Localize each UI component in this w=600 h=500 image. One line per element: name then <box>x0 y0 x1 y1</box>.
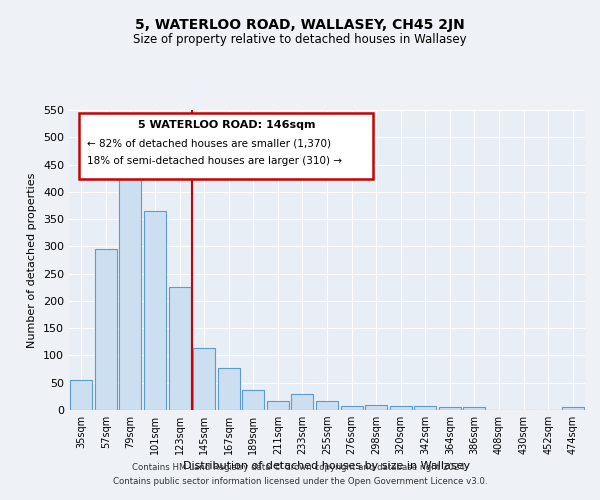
X-axis label: Distribution of detached houses by size in Wallasey: Distribution of detached houses by size … <box>184 462 470 471</box>
Bar <box>242 390 265 410</box>
Bar <box>267 400 289 410</box>
Bar <box>463 408 485 410</box>
Y-axis label: Number of detached properties: Number of detached properties <box>28 172 37 348</box>
Text: Contains public sector information licensed under the Open Government Licence v3: Contains public sector information licen… <box>113 477 487 486</box>
Bar <box>70 380 92 410</box>
Text: 18% of semi-detached houses are larger (310) →: 18% of semi-detached houses are larger (… <box>87 156 342 166</box>
Bar <box>193 348 215 410</box>
Bar <box>169 288 191 410</box>
Text: 5, WATERLOO ROAD, WALLASEY, CH45 2JN: 5, WATERLOO ROAD, WALLASEY, CH45 2JN <box>135 18 465 32</box>
Bar <box>316 402 338 410</box>
Bar <box>95 249 117 410</box>
Bar <box>218 368 240 410</box>
Bar <box>119 176 142 410</box>
Text: 5 WATERLOO ROAD: 146sqm: 5 WATERLOO ROAD: 146sqm <box>137 120 315 130</box>
FancyBboxPatch shape <box>79 113 373 179</box>
Bar <box>292 394 313 410</box>
Bar <box>389 406 412 410</box>
Text: Size of property relative to detached houses in Wallasey: Size of property relative to detached ho… <box>133 32 467 46</box>
Bar <box>414 406 436 410</box>
Text: Contains HM Land Registry data © Crown copyright and database right 2024.: Contains HM Land Registry data © Crown c… <box>132 464 468 472</box>
Text: ← 82% of detached houses are smaller (1,370): ← 82% of detached houses are smaller (1,… <box>87 138 331 148</box>
Bar <box>365 404 387 410</box>
Bar <box>144 211 166 410</box>
Bar <box>439 408 461 410</box>
Bar <box>341 406 362 410</box>
Bar <box>562 408 584 410</box>
